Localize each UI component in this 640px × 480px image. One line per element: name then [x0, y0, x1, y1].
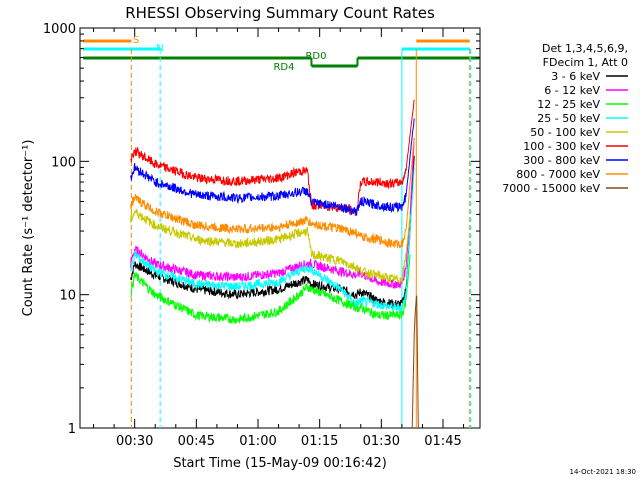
series-line-3: [130, 167, 415, 313]
series-line-8: [411, 295, 419, 428]
series-line-0: [130, 155, 415, 309]
x-axis-label: Start Time (15-May-09 00:16:42): [173, 456, 387, 471]
legend-label: 6 - 12 keV: [544, 84, 600, 97]
plot-frame: [79, 27, 481, 429]
plot-area: [79, 27, 481, 429]
x-tick-label: 01:45: [424, 434, 461, 449]
series-line-4: [130, 208, 411, 284]
status-label-s: S: [133, 35, 139, 46]
y-tick-label: 100: [51, 155, 76, 170]
legend-label: 50 - 100 keV: [530, 126, 600, 139]
y-axis-label: Count Rate (s⁻¹ detector⁻¹): [21, 140, 36, 317]
legend-label: 300 - 800 keV: [523, 154, 600, 167]
legend-header-line-2: FDecim 1, Att 0: [543, 56, 628, 69]
axes: 00:30 00:45 01:00 01:15 01:30 01:45 1 10 100 1000: [43, 22, 480, 449]
series-line-1: [130, 137, 415, 289]
x-tick-label: 01:30: [363, 434, 400, 449]
legend: Det 1,3,4,5,6,9, FDecim 1, Att 0 3 - 6 k…: [502, 42, 628, 195]
series-line-6: [130, 118, 415, 216]
legend-header-line-1: Det 1,3,4,5,6,9,: [542, 42, 628, 55]
legend-label: 3 - 6 keV: [551, 70, 600, 83]
footer-date: 14-Oct-2021 18:30: [570, 468, 636, 476]
y-tick-label: 10: [59, 289, 76, 304]
series-line-7: [130, 137, 415, 250]
legend-label: 25 - 50 keV: [537, 112, 600, 125]
series-line-2: [130, 254, 411, 324]
x-tick-label: 00:45: [178, 434, 215, 449]
legend-label: 12 - 25 keV: [537, 98, 600, 111]
series-lines: [130, 99, 419, 428]
series-line-5: [130, 99, 415, 217]
x-tick-label: 01:15: [301, 434, 338, 449]
status-bars: [83, 39, 480, 68]
x-tick-label: 01:00: [239, 434, 276, 449]
status-label-rd0: RD0: [305, 51, 326, 62]
x-tick-label: 00:30: [116, 434, 153, 449]
y-tick-label: 1: [68, 422, 76, 437]
status-label-rd4: RD4: [273, 62, 294, 73]
legend-label: 100 - 300 keV: [523, 140, 600, 153]
chart-title: RHESSI Observing Summary Count Rates: [125, 4, 435, 22]
legend-label: 800 - 7000 keV: [516, 168, 600, 181]
status-label-n: N: [156, 43, 163, 54]
legend-label: 7000 - 15000 keV: [502, 182, 600, 195]
y-tick-label: 1000: [43, 22, 76, 37]
status-markers: [130, 49, 472, 428]
